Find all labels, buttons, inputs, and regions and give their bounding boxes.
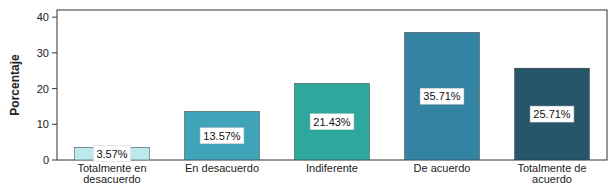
bar (295, 83, 370, 160)
plot-frame (57, 10, 607, 160)
data-label: 13.57% (203, 130, 241, 142)
bar (185, 112, 260, 160)
bars (75, 32, 590, 160)
x-tick-label-line: En desacuerdo (185, 162, 259, 174)
y-tick-label: 30 (37, 47, 49, 59)
data-label-box (420, 88, 464, 104)
data-label: 25.71% (533, 108, 571, 120)
data-label-box (200, 128, 244, 144)
data-label-box (310, 114, 354, 130)
x-tick-label-line: Indiferente (306, 162, 358, 174)
x-tick-label-line: De acuerdo (414, 162, 471, 174)
y-tick-label: 40 (37, 11, 49, 23)
x-tick-label: Totalmente deacuerdo (517, 162, 586, 185)
x-tick-label-line: desacuerdo (83, 173, 141, 185)
y-tick (52, 124, 57, 125)
y-tick (52, 52, 57, 53)
x-tick-label: Indiferente (306, 162, 358, 174)
data-label: 35.71% (423, 90, 461, 102)
bar (405, 32, 480, 160)
chart-container: 0 10 20 30 40 Porcentaje 3.57% 13.57% 21.43% 35.7… (0, 0, 615, 193)
y-tick-label: 20 (37, 83, 49, 95)
data-label: 3.57% (96, 148, 127, 160)
y-tick-label: 0 (43, 154, 49, 166)
y-tick (52, 88, 57, 89)
x-tick-label: De acuerdo (414, 162, 471, 174)
x-tick-label: Totalmente endesacuerdo (77, 162, 146, 185)
bar (515, 68, 590, 160)
data-label-box (530, 106, 574, 122)
chart-svg: 0 10 20 30 40 Porcentaje 3.57% 13.57% 21.43% 35.7… (0, 0, 615, 193)
y-tick-label: 10 (37, 118, 49, 130)
y-axis-title: Porcentaje (8, 54, 22, 116)
x-tick-label: En desacuerdo (185, 162, 259, 174)
y-tick (52, 17, 57, 18)
data-label-box (93, 146, 131, 162)
y-tick (52, 160, 57, 161)
x-tick-label-line: acuerdo (532, 173, 572, 185)
bar (75, 147, 150, 160)
data-label: 21.43% (313, 116, 351, 128)
